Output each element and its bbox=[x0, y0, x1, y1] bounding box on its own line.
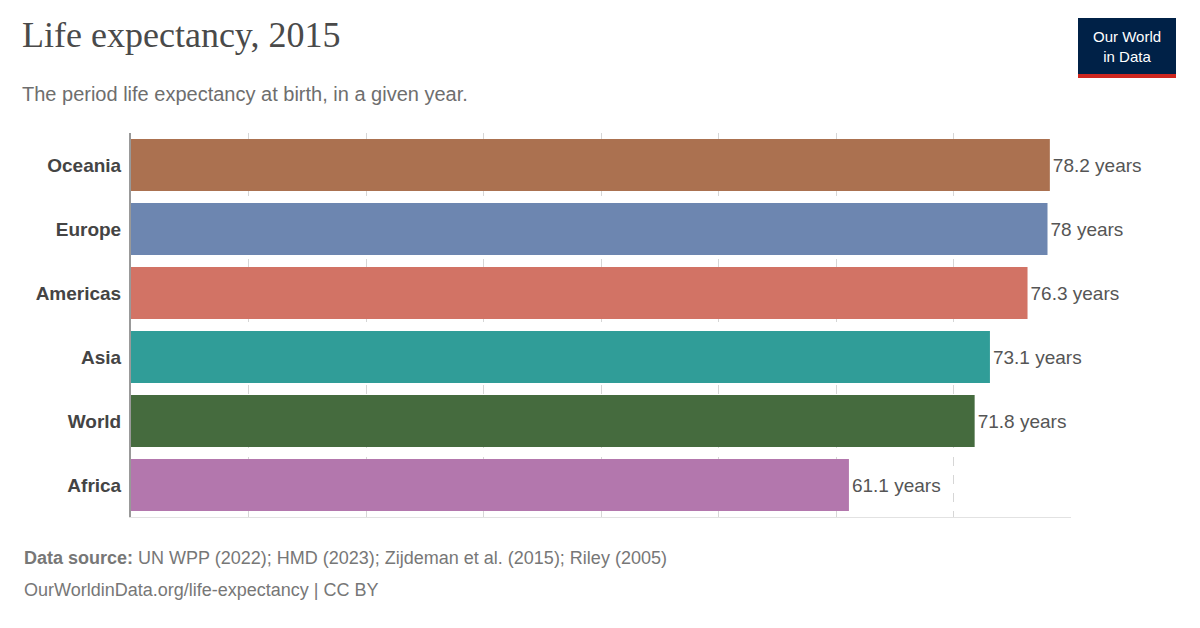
svg-text:World: World bbox=[68, 411, 121, 432]
svg-text:Our Worldin Data: Our Worldin Data bbox=[1093, 28, 1161, 65]
svg-text:Data source: UN WPP (2022); HM: Data source: UN WPP (2022); HMD (2023); … bbox=[24, 548, 667, 568]
svg-text:78 years: 78 years bbox=[1051, 219, 1124, 240]
svg-text:Oceania: Oceania bbox=[47, 155, 121, 176]
svg-text:61.1 years: 61.1 years bbox=[852, 475, 941, 496]
svg-text:Americas: Americas bbox=[36, 283, 122, 304]
svg-text:Africa: Africa bbox=[67, 475, 121, 496]
svg-text:The period life expectancy at: The period life expectancy at birth, in … bbox=[22, 83, 468, 105]
svg-text:73.1 years: 73.1 years bbox=[993, 347, 1082, 368]
svg-text:Life expectancy, 2015: Life expectancy, 2015 bbox=[22, 15, 341, 55]
svg-text:OurWorldinData.org/life-expect: OurWorldinData.org/life-expectancy | CC … bbox=[24, 580, 378, 600]
svg-text:76.3 years: 76.3 years bbox=[1031, 283, 1120, 304]
svg-text:Asia: Asia bbox=[81, 347, 122, 368]
svg-text:71.8 years: 71.8 years bbox=[978, 411, 1067, 432]
svg-text:Europe: Europe bbox=[56, 219, 121, 240]
svg-text:78.2 years: 78.2 years bbox=[1053, 155, 1142, 176]
